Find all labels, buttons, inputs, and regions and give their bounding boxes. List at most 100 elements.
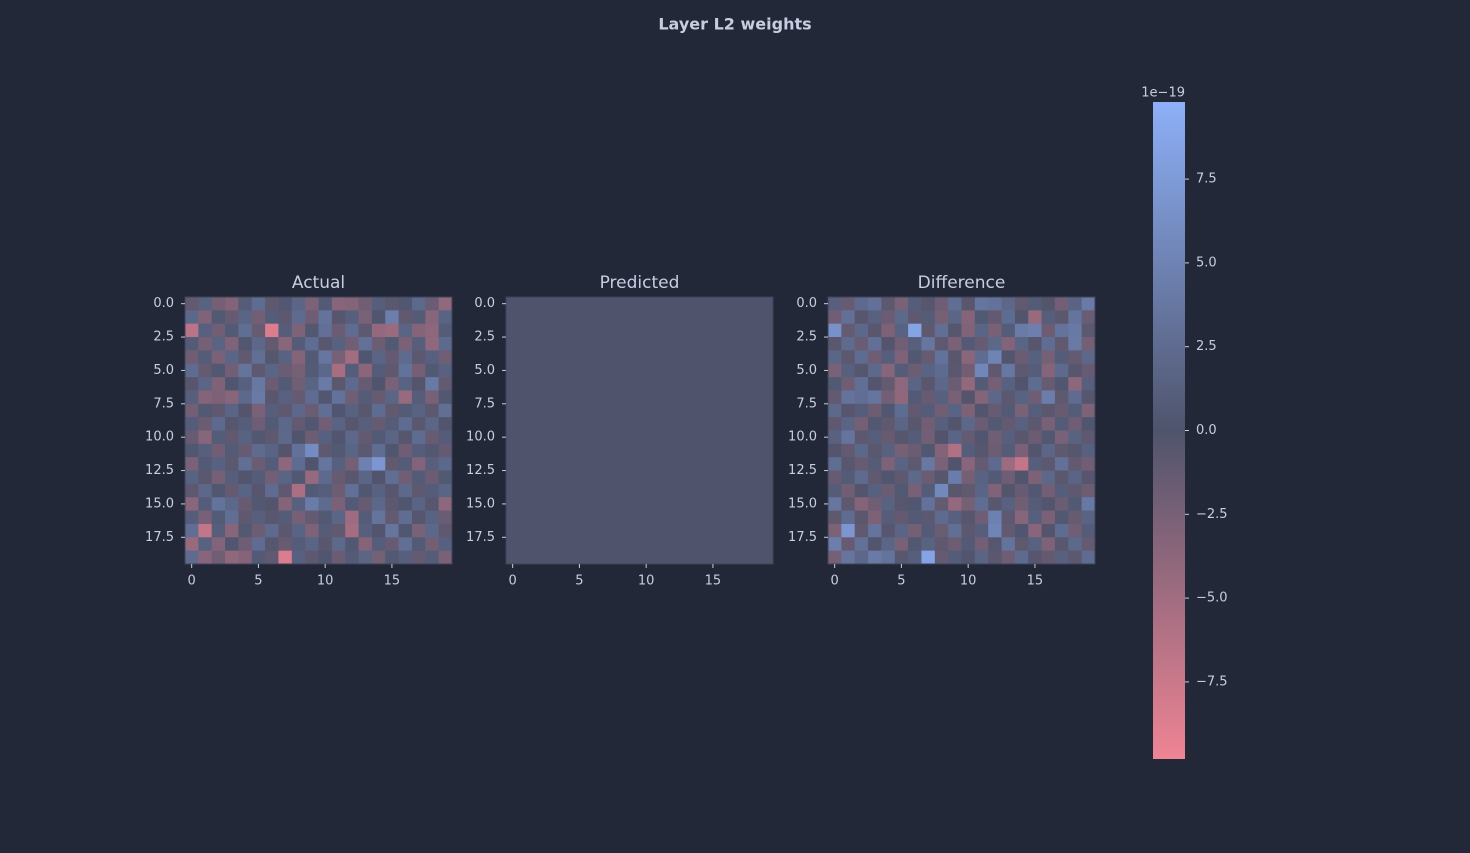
heatmap-cell <box>371 310 386 325</box>
heatmap-cell <box>868 323 882 338</box>
heatmap-cell <box>1081 350 1096 365</box>
heatmap-cell <box>666 323 680 338</box>
heatmap-cell <box>1054 510 1069 525</box>
heatmap-cell <box>532 403 547 418</box>
heatmap-cell <box>1014 457 1029 471</box>
heatmap-cell <box>586 523 600 538</box>
heatmap-cell <box>185 497 199 511</box>
heatmap-cell <box>841 337 856 351</box>
heatmap-cell <box>398 323 413 338</box>
heatmap-cell <box>974 377 989 391</box>
heatmap-cell <box>1041 297 1056 311</box>
heatmap-cell <box>1001 297 1016 311</box>
heatmap-cell <box>278 523 293 538</box>
heatmap-cell <box>1054 390 1069 405</box>
heatmap-cell <box>238 297 253 311</box>
heatmap-cell <box>732 337 747 351</box>
heatmap-cell <box>185 377 199 391</box>
heatmap-cell <box>974 297 989 311</box>
heatmap-cell <box>1014 537 1029 552</box>
heatmap-cell <box>411 417 426 431</box>
heatmap-cell <box>425 510 440 525</box>
heatmap-cell <box>519 457 534 471</box>
heatmap-cell <box>988 457 1002 471</box>
heatmap-cell <box>385 537 399 552</box>
heatmap-cell <box>934 297 949 311</box>
y-tick-label: 5.0 <box>474 363 495 378</box>
heatmap-cell <box>961 403 976 418</box>
heatmap-cell <box>921 310 936 325</box>
heatmap-cell <box>1054 350 1069 365</box>
heatmap-cell <box>746 337 761 351</box>
heatmap-cell <box>626 417 640 431</box>
heatmap-cell <box>894 457 909 471</box>
heatmap-cell <box>881 377 896 391</box>
heatmap-cell <box>1001 537 1016 552</box>
heatmap-cell <box>211 457 226 471</box>
heatmap-cell <box>706 470 720 485</box>
heatmap-cell <box>854 363 869 378</box>
heatmap-cell <box>546 457 560 471</box>
heatmap-cell <box>278 297 293 311</box>
heatmap-cell <box>211 430 226 445</box>
heatmap-cell <box>185 470 199 485</box>
heatmap-cell <box>305 403 319 418</box>
heatmap-cell <box>318 430 333 445</box>
heatmap-cell <box>948 510 962 525</box>
heatmap-cell <box>559 523 574 538</box>
heatmap-cell <box>506 297 520 311</box>
heatmap-cell <box>599 430 614 445</box>
heatmap-cell <box>546 403 560 418</box>
y-tick-label: 7.5 <box>153 396 174 411</box>
heatmap-cell <box>934 537 949 552</box>
heatmap-cell <box>572 550 587 565</box>
heatmap-cell <box>988 430 1002 445</box>
heatmap-cell <box>961 337 976 351</box>
heatmap-cell <box>961 470 976 485</box>
y-tick-label: 12.5 <box>145 463 174 478</box>
heatmap-cell <box>759 337 774 351</box>
heatmap-cell <box>706 430 720 445</box>
heatmap-cell <box>358 390 373 405</box>
heatmap-cell <box>894 403 909 418</box>
heatmap-cell <box>1068 297 1083 311</box>
heatmap-cell <box>211 310 226 325</box>
heatmap-cell <box>291 470 306 485</box>
heatmap-cell <box>291 323 306 338</box>
heatmap-cell <box>211 443 226 458</box>
heatmap-cell <box>586 337 600 351</box>
heatmap-cell <box>961 443 976 458</box>
heatmap-cell <box>666 377 680 391</box>
heatmap-cell <box>265 310 279 325</box>
heatmap-cell <box>759 363 774 378</box>
axes-frame <box>505 296 774 565</box>
heatmap-cell <box>854 403 869 418</box>
heatmap-cell <box>841 537 856 552</box>
heatmap-cell <box>411 443 426 458</box>
heatmap-cell <box>1001 323 1016 338</box>
heatmap-cell <box>278 417 293 431</box>
heatmap-cell <box>438 510 453 525</box>
heatmap-cell <box>948 523 962 538</box>
heatmap-cell <box>345 550 359 565</box>
heatmap-cell <box>961 537 976 552</box>
heatmap-cell <box>1014 390 1029 405</box>
heatmap-cell <box>841 323 856 338</box>
heatmap-cell <box>506 497 520 511</box>
heatmap-cell <box>759 390 774 405</box>
heatmap-cell <box>238 363 253 378</box>
heatmap-cell <box>345 403 359 418</box>
heatmap-cell <box>612 443 627 458</box>
heatmap-cell <box>894 523 909 538</box>
heatmap-cell <box>1068 523 1083 538</box>
heatmap-cell <box>639 310 654 325</box>
heatmap-cell <box>921 470 936 485</box>
heatmap-cell <box>934 403 949 418</box>
heatmap-cell <box>626 443 640 458</box>
heatmap-cell <box>185 403 199 418</box>
heatmap-cell <box>546 443 560 458</box>
heatmap-cell <box>1041 483 1056 498</box>
heatmap-cell <box>921 537 936 552</box>
heatmap-cell <box>198 470 213 485</box>
heatmap-cell <box>358 470 373 485</box>
